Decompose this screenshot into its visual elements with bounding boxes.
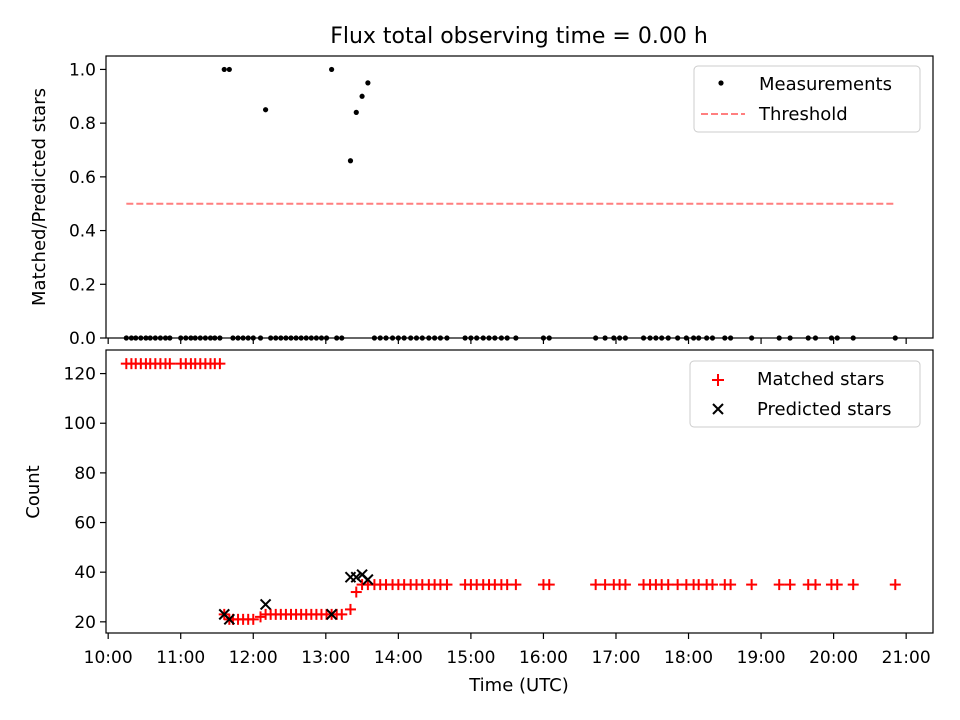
chart-title: Flux total observing time = 0.00 h <box>330 24 708 49</box>
bottom-legend-box <box>689 360 921 428</box>
legend-predicted-stars-marker <box>712 403 724 415</box>
legend-measurements-marker <box>718 80 724 86</box>
legend-threshold-label: Threshold <box>758 104 848 125</box>
bottom-legend: Matched stars Predicted stars <box>689 360 921 428</box>
top-legend: Measurements Threshold <box>693 65 921 133</box>
top-y-tick-label: 0.2 <box>69 275 96 295</box>
top-y-tick-label: 0.0 <box>69 329 96 349</box>
measurements-point <box>353 109 359 115</box>
measurements-point <box>347 158 354 164</box>
x-tick-label: 13:00 <box>301 648 350 668</box>
matched-stars-point <box>510 579 522 591</box>
legend-matched-stars-label: Matched stars <box>757 369 884 390</box>
x-tick-label: 12:00 <box>229 648 278 668</box>
bot-y-tick-label: 40 <box>74 563 96 583</box>
measurements-point <box>329 66 335 73</box>
x-tick-label: 19:00 <box>737 648 786 668</box>
predicted-stars-point <box>259 598 272 611</box>
predicted-stars-point <box>223 613 236 626</box>
measurements-point <box>262 107 269 113</box>
top-y-axis-label: Matched/Predicted stars <box>29 88 50 306</box>
matched-stars-point <box>441 579 453 591</box>
top-panel: 0.0 0.2 0.4 0.6 0.8 1.0 Matched/Predicted sta… <box>29 55 934 349</box>
bottom-panel: 20 40 60 80 100 120 10:00 11:00 12:00 13:00 14:00… <box>23 349 934 696</box>
matched-stars-point <box>662 579 674 591</box>
x-tick-label: 21:00 <box>882 648 931 668</box>
measurements-point <box>226 66 232 73</box>
matched-stars-point <box>247 613 259 625</box>
top-y-tick-label: 0.6 <box>69 168 96 188</box>
legend-measurements-label: Measurements <box>759 74 892 95</box>
matched-stars-point <box>725 579 737 591</box>
bot-y-tick-label: 60 <box>74 514 96 534</box>
top-legend-box <box>693 65 921 133</box>
bot-y-tick-label: 120 <box>64 365 96 385</box>
matched-stars-point <box>255 611 267 623</box>
measurements-point <box>221 66 227 73</box>
x-tick-label: 16:00 <box>519 648 568 668</box>
x-tick-label: 17:00 <box>591 648 640 668</box>
predicted-stars-point <box>362 573 374 586</box>
top-y-tick-label: 1.0 <box>69 60 96 80</box>
matched-stars-point <box>809 579 821 591</box>
bottom-axes-frame <box>105 349 934 634</box>
matched-stars-point <box>746 579 758 591</box>
matched-stars-point <box>543 579 555 591</box>
top-y-tick-label: 0.4 <box>69 222 96 242</box>
matched-stars-point <box>336 608 348 620</box>
top-axes-frame <box>105 55 934 339</box>
matched-stars-point <box>619 579 631 591</box>
x-tick-label: 18:00 <box>664 648 713 668</box>
matched-stars-point <box>350 586 362 598</box>
x-tick-label: 20:00 <box>809 648 858 668</box>
matched-stars-point <box>847 579 859 591</box>
bot-y-tick-label: 80 <box>74 464 96 484</box>
matched-stars-point <box>831 579 843 591</box>
predicted-stars-point <box>325 608 338 621</box>
x-tick-label: 10:00 <box>84 648 133 668</box>
matched-stars-point <box>784 579 796 591</box>
x-tick-label: 15:00 <box>446 648 495 668</box>
legend-matched-stars-marker <box>712 374 724 386</box>
x-tick-label: 14:00 <box>374 648 423 668</box>
matched-stars-point <box>344 603 356 615</box>
measurements-point <box>365 80 371 86</box>
top-y-tick-label: 0.8 <box>69 114 96 134</box>
bottom-y-axis-label: Count <box>23 465 44 518</box>
legend-predicted-stars-label: Predicted stars <box>757 399 891 420</box>
bot-y-tick-label: 20 <box>74 613 96 633</box>
x-tick-label: 11:00 <box>156 648 205 668</box>
x-axis-label: Time (UTC) <box>468 675 569 696</box>
matched-stars-point <box>214 358 226 370</box>
matched-stars-point <box>706 579 718 591</box>
matched-stars-point <box>773 579 785 591</box>
measurements-point <box>359 93 365 99</box>
matched-stars-point <box>164 358 176 370</box>
bot-y-tick-label: 100 <box>64 414 96 434</box>
matched-stars-point <box>889 579 901 591</box>
predicted-stars-point <box>350 571 362 583</box>
matched-stars-point <box>590 579 602 591</box>
